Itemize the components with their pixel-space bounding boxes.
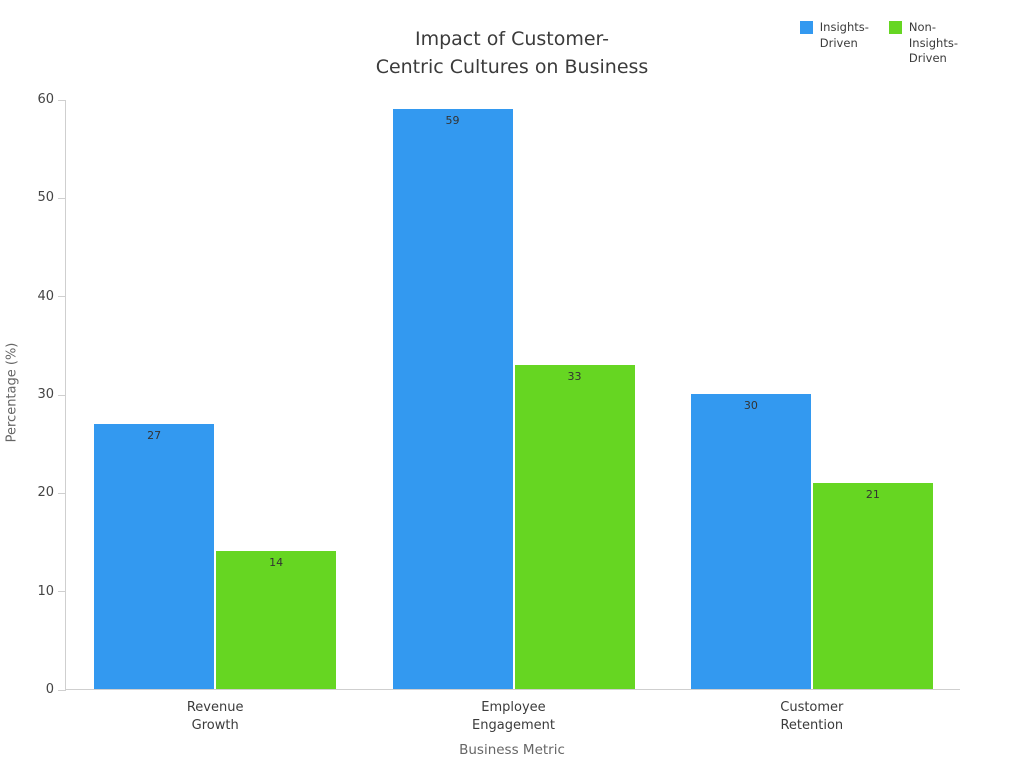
y-tick-label: 0 xyxy=(45,682,54,697)
legend-item-non-insights-driven: Non- Insights- Driven xyxy=(888,20,958,67)
legend-label-line: Driven xyxy=(819,35,858,50)
legend-label: Insights- Driven xyxy=(820,20,869,51)
x-tick-label-line: Growth xyxy=(191,717,239,733)
bar-insights-driven-0 xyxy=(94,423,215,689)
legend-label: Non- Insights- Driven xyxy=(909,20,958,67)
y-tick-mark xyxy=(58,296,66,298)
y-tick-label: 30 xyxy=(37,387,54,402)
chart-title: Impact of Customer- Centric Cultures on … xyxy=(0,26,1024,81)
bar-value-label: 59 xyxy=(445,113,460,127)
legend-swatch-icon xyxy=(888,21,902,34)
bar-value-label: 21 xyxy=(865,487,880,501)
bar-non-insights-driven-2 xyxy=(812,482,933,689)
y-tick-mark xyxy=(58,591,66,593)
chart-title-line-1: Impact of Customer- xyxy=(414,28,610,50)
bar-value-label: 27 xyxy=(147,428,162,442)
legend-label-line: Insights- xyxy=(819,20,869,34)
legend-label-line: Insights- xyxy=(908,35,958,50)
x-tick-label-line: Retention xyxy=(780,717,844,733)
chart-legend: Insights- Driven Non- Insights- Driven xyxy=(799,20,958,67)
y-tick-label: 50 xyxy=(37,190,54,206)
y-tick-mark xyxy=(58,689,66,691)
x-tick-label: Employee Engagement xyxy=(424,699,604,734)
x-tick-label: Customer Retention xyxy=(722,699,902,734)
bar-value-label: 33 xyxy=(567,369,582,383)
legend-swatch-icon xyxy=(799,21,813,34)
bar-insights-driven-1 xyxy=(392,108,513,689)
bar-value-label: 14 xyxy=(269,556,284,570)
y-tick-label: 40 xyxy=(37,288,54,304)
bar-insights-driven-2 xyxy=(690,394,811,689)
x-tick-label-line: Engagement xyxy=(472,717,555,733)
chart-title-line-2: Centric Cultures on Business xyxy=(375,55,649,78)
x-tick-label: Revenue Growth xyxy=(125,699,305,734)
legend-label-line: Driven xyxy=(908,51,947,66)
bar-non-insights-driven-0 xyxy=(216,551,337,689)
y-tick-mark xyxy=(58,197,66,199)
x-axis-label: Business Metric xyxy=(459,742,565,758)
y-tick-mark xyxy=(58,99,66,101)
x-tick-label-line: Employee xyxy=(481,700,546,715)
y-tick-mark xyxy=(58,492,66,494)
bar-non-insights-driven-1 xyxy=(514,364,635,689)
x-tick-label-line: Revenue xyxy=(186,700,244,715)
bar-value-label: 30 xyxy=(743,399,758,412)
y-tick-label: 10 xyxy=(37,583,54,599)
plot-area: 0 10 20 30 40 50 60 27 59 30 14 33 21 Revenue Growth Em… xyxy=(37,92,960,733)
y-tick-label: 60 xyxy=(37,92,54,107)
y-tick-mark xyxy=(58,394,66,396)
legend-item-insights-driven: Insights- Driven xyxy=(799,20,869,51)
y-tick-label: 20 xyxy=(37,485,54,501)
legend-label-line: Non- xyxy=(908,20,936,34)
x-tick-label-line: Customer xyxy=(780,700,844,715)
